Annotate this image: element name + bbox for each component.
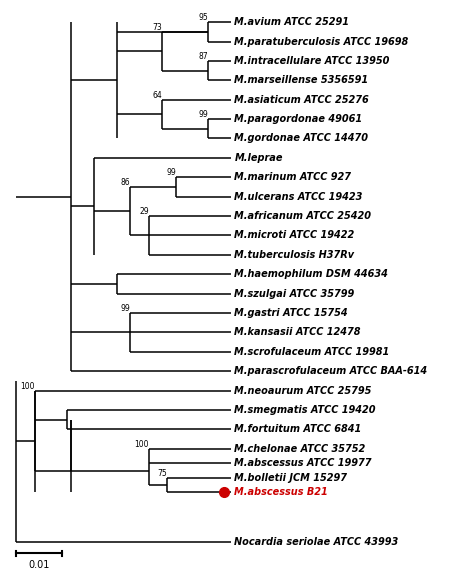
- Text: 95: 95: [198, 13, 208, 22]
- Text: M.parascrofulaceum ATCC BAA-614: M.parascrofulaceum ATCC BAA-614: [235, 366, 428, 376]
- Text: 86: 86: [121, 178, 130, 187]
- Text: M.asiaticum ATCC 25276: M.asiaticum ATCC 25276: [235, 95, 369, 104]
- Text: Nocardia seriolae ATCC 43993: Nocardia seriolae ATCC 43993: [235, 537, 399, 547]
- Text: M.chelonae ATCC 35752: M.chelonae ATCC 35752: [235, 444, 366, 453]
- Text: M.gordonae ATCC 14470: M.gordonae ATCC 14470: [235, 134, 368, 144]
- Text: M.smegmatis ATCC 19420: M.smegmatis ATCC 19420: [235, 405, 376, 415]
- Text: M.intracellulare ATCC 13950: M.intracellulare ATCC 13950: [235, 56, 390, 66]
- Text: M.tuberculosis H37Rv: M.tuberculosis H37Rv: [235, 250, 355, 260]
- Text: 99: 99: [121, 304, 130, 313]
- Text: M.bolletii JCM 15297: M.bolletii JCM 15297: [235, 473, 347, 483]
- Text: M.szulgai ATCC 35799: M.szulgai ATCC 35799: [235, 289, 355, 298]
- Text: M.marinum ATCC 927: M.marinum ATCC 927: [235, 172, 351, 183]
- Text: 75: 75: [157, 469, 167, 478]
- Text: M.abscessus B21: M.abscessus B21: [235, 487, 328, 497]
- Text: M.microti ATCC 19422: M.microti ATCC 19422: [235, 230, 355, 241]
- Text: M.fortuitum ATCC 6841: M.fortuitum ATCC 6841: [235, 424, 362, 435]
- Text: M.ulcerans ATCC 19423: M.ulcerans ATCC 19423: [235, 192, 363, 201]
- Text: 29: 29: [139, 207, 149, 216]
- Text: 73: 73: [153, 23, 163, 32]
- Text: M.haemophilum DSM 44634: M.haemophilum DSM 44634: [235, 269, 388, 279]
- Text: M.scrofulaceum ATCC 19981: M.scrofulaceum ATCC 19981: [235, 347, 390, 357]
- Text: M.marseillense 5356591: M.marseillense 5356591: [235, 75, 369, 86]
- Text: 87: 87: [199, 52, 208, 61]
- Text: 100: 100: [20, 382, 35, 390]
- Text: 0.01: 0.01: [28, 560, 50, 570]
- Text: 99: 99: [198, 110, 208, 119]
- Text: 64: 64: [153, 91, 163, 100]
- Text: M.africanum ATCC 25420: M.africanum ATCC 25420: [235, 211, 372, 221]
- Text: M.kansasii ATCC 12478: M.kansasii ATCC 12478: [235, 327, 361, 338]
- Text: M.avium ATCC 25291: M.avium ATCC 25291: [235, 17, 349, 27]
- Text: M.neoaurum ATCC 25795: M.neoaurum ATCC 25795: [235, 386, 372, 395]
- Text: 99: 99: [166, 168, 176, 177]
- Text: M.paragordonae 49061: M.paragordonae 49061: [235, 114, 363, 124]
- Text: 100: 100: [134, 440, 149, 449]
- Text: M.gastri ATCC 15754: M.gastri ATCC 15754: [235, 308, 348, 318]
- Text: M.leprae: M.leprae: [235, 153, 283, 163]
- Text: M.abscessus ATCC 19977: M.abscessus ATCC 19977: [235, 458, 372, 468]
- Text: M.paratuberculosis ATCC 19698: M.paratuberculosis ATCC 19698: [235, 37, 409, 46]
